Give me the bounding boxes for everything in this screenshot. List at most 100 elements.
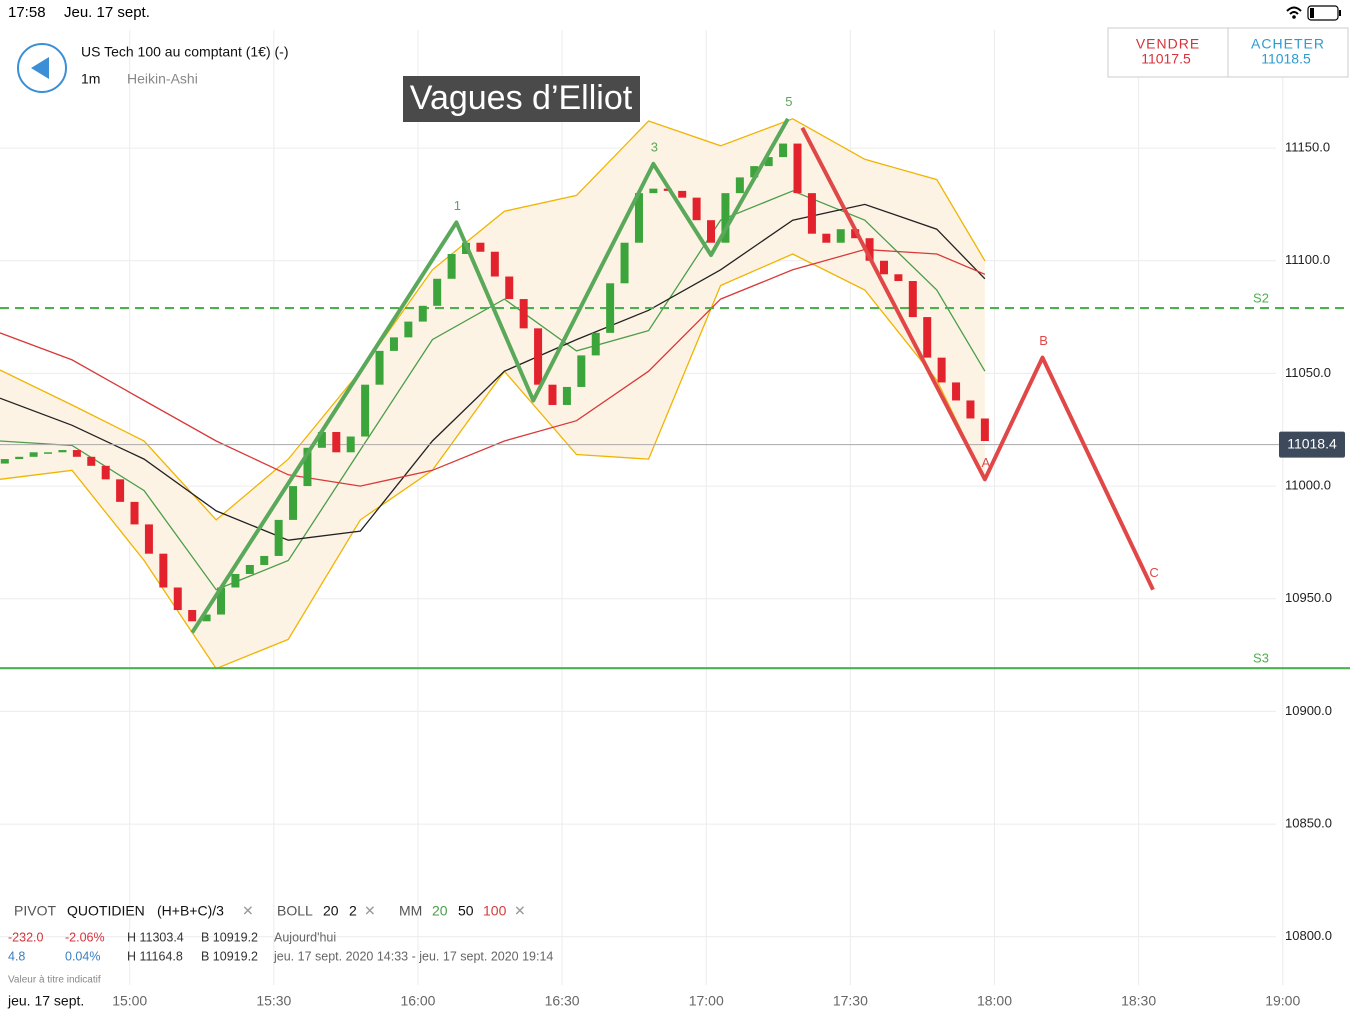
mm-100: 100 [483, 903, 507, 919]
candle [923, 317, 932, 358]
candle [865, 238, 874, 261]
interval[interactable]: 1m [81, 71, 100, 87]
candle [58, 450, 67, 453]
indicator-legend: PIVOT QUOTIDIEN (H+B+C)/3 ✕ BOLL 20 2 ✕ … [14, 903, 526, 919]
sell-button[interactable]: VENDRE 11017.5 [1107, 27, 1229, 78]
y-tick-label: 10950.0 [1285, 590, 1332, 605]
boll-dev: 2 [349, 903, 357, 919]
chart-style[interactable]: Heikin-Ashi [127, 71, 198, 87]
candle [303, 447, 312, 487]
buy-button[interactable]: ACHETER 11018.5 [1227, 27, 1349, 78]
candle [245, 564, 254, 574]
moving-average [0, 248, 986, 487]
candle [260, 555, 269, 565]
candle [130, 501, 139, 525]
candle [548, 384, 557, 405]
wave-label: 5 [785, 94, 792, 109]
candle [173, 587, 182, 611]
remove-icon[interactable]: ✕ [514, 903, 526, 919]
y-tick-label: 11000.0 [1285, 478, 1331, 493]
candle [490, 251, 499, 277]
candle [591, 332, 600, 356]
candle [231, 573, 240, 588]
candle [0, 459, 9, 464]
candle [606, 283, 615, 333]
candle [317, 432, 326, 448]
remove-icon[interactable]: ✕ [242, 903, 254, 919]
back-button[interactable] [17, 43, 67, 93]
candle [15, 456, 24, 460]
candle [807, 193, 816, 234]
candle [750, 166, 759, 178]
candle [159, 553, 168, 588]
low: B 10919.2 [201, 930, 258, 944]
candle [721, 193, 730, 243]
candle [101, 465, 110, 480]
wave-label: 3 [651, 139, 658, 154]
status-date: Jeu. 17 sept. [64, 4, 150, 21]
candle [375, 350, 384, 385]
y-tick-label: 11050.0 [1285, 365, 1331, 380]
candle [361, 384, 370, 437]
price-tag-label: 11018.4 [1287, 435, 1337, 451]
candle [894, 274, 903, 282]
candle [620, 242, 629, 284]
pivot-level-label: S3 [1253, 651, 1269, 666]
candle [966, 400, 975, 419]
candle [836, 229, 845, 243]
wave-label: 1 [454, 198, 461, 213]
date-label: jeu. 17 sept. [7, 993, 84, 1009]
candle [577, 355, 586, 387]
candle [822, 233, 831, 243]
wave-label: C [1149, 565, 1158, 580]
candle [476, 242, 485, 252]
candle [649, 188, 658, 194]
candle [289, 486, 298, 520]
candle [144, 524, 153, 554]
x-tick-label: 15:00 [112, 993, 147, 1009]
candle [29, 452, 38, 457]
candle [87, 456, 96, 466]
pivot-period: QUOTIDIEN [67, 903, 145, 919]
buy-label: ACHETER [1251, 36, 1325, 52]
candle [764, 157, 773, 167]
candle [72, 450, 81, 457]
candle [404, 321, 413, 338]
x-tick-label: 18:30 [1121, 993, 1156, 1009]
candle [793, 143, 802, 194]
candle [346, 436, 355, 453]
status-time: 17:58 [8, 4, 46, 21]
candle [562, 386, 571, 405]
banner-box [403, 76, 640, 122]
x-tick-label: 19:00 [1265, 993, 1300, 1009]
change-pct: 0.04% [65, 949, 100, 963]
high: H 11303.4 [127, 930, 184, 944]
period: Aujourd'hui [274, 930, 336, 944]
price-tag [1279, 431, 1345, 458]
wave-label: A [982, 455, 991, 470]
remove-icon[interactable]: ✕ [364, 903, 376, 919]
candle [116, 479, 125, 502]
candle [188, 610, 197, 622]
y-tick-label: 11150.0 [1285, 140, 1330, 155]
candle [447, 253, 456, 279]
bollinger-upper [0, 118, 986, 521]
candle [735, 177, 744, 194]
mm-label: MM [399, 903, 422, 919]
x-tick-label: 17:30 [833, 993, 868, 1009]
period: jeu. 17 sept. 2020 14:33 - jeu. 17 sept.… [273, 949, 553, 963]
note: Valeur à titre indicatif [8, 975, 101, 986]
candle [908, 281, 917, 318]
y-tick-label: 10800.0 [1285, 928, 1332, 943]
moving-average [0, 203, 986, 541]
status-icons [1286, 5, 1341, 21]
sell-label: VENDRE [1136, 36, 1200, 52]
boll-label: BOLL [277, 903, 313, 919]
pivot-formula: (H+B+C)/3 [157, 903, 224, 919]
elliott-wave [800, 126, 1155, 591]
bollinger-fill [0, 118, 985, 669]
candle [274, 519, 283, 556]
change-pct: -2.06% [65, 930, 105, 944]
